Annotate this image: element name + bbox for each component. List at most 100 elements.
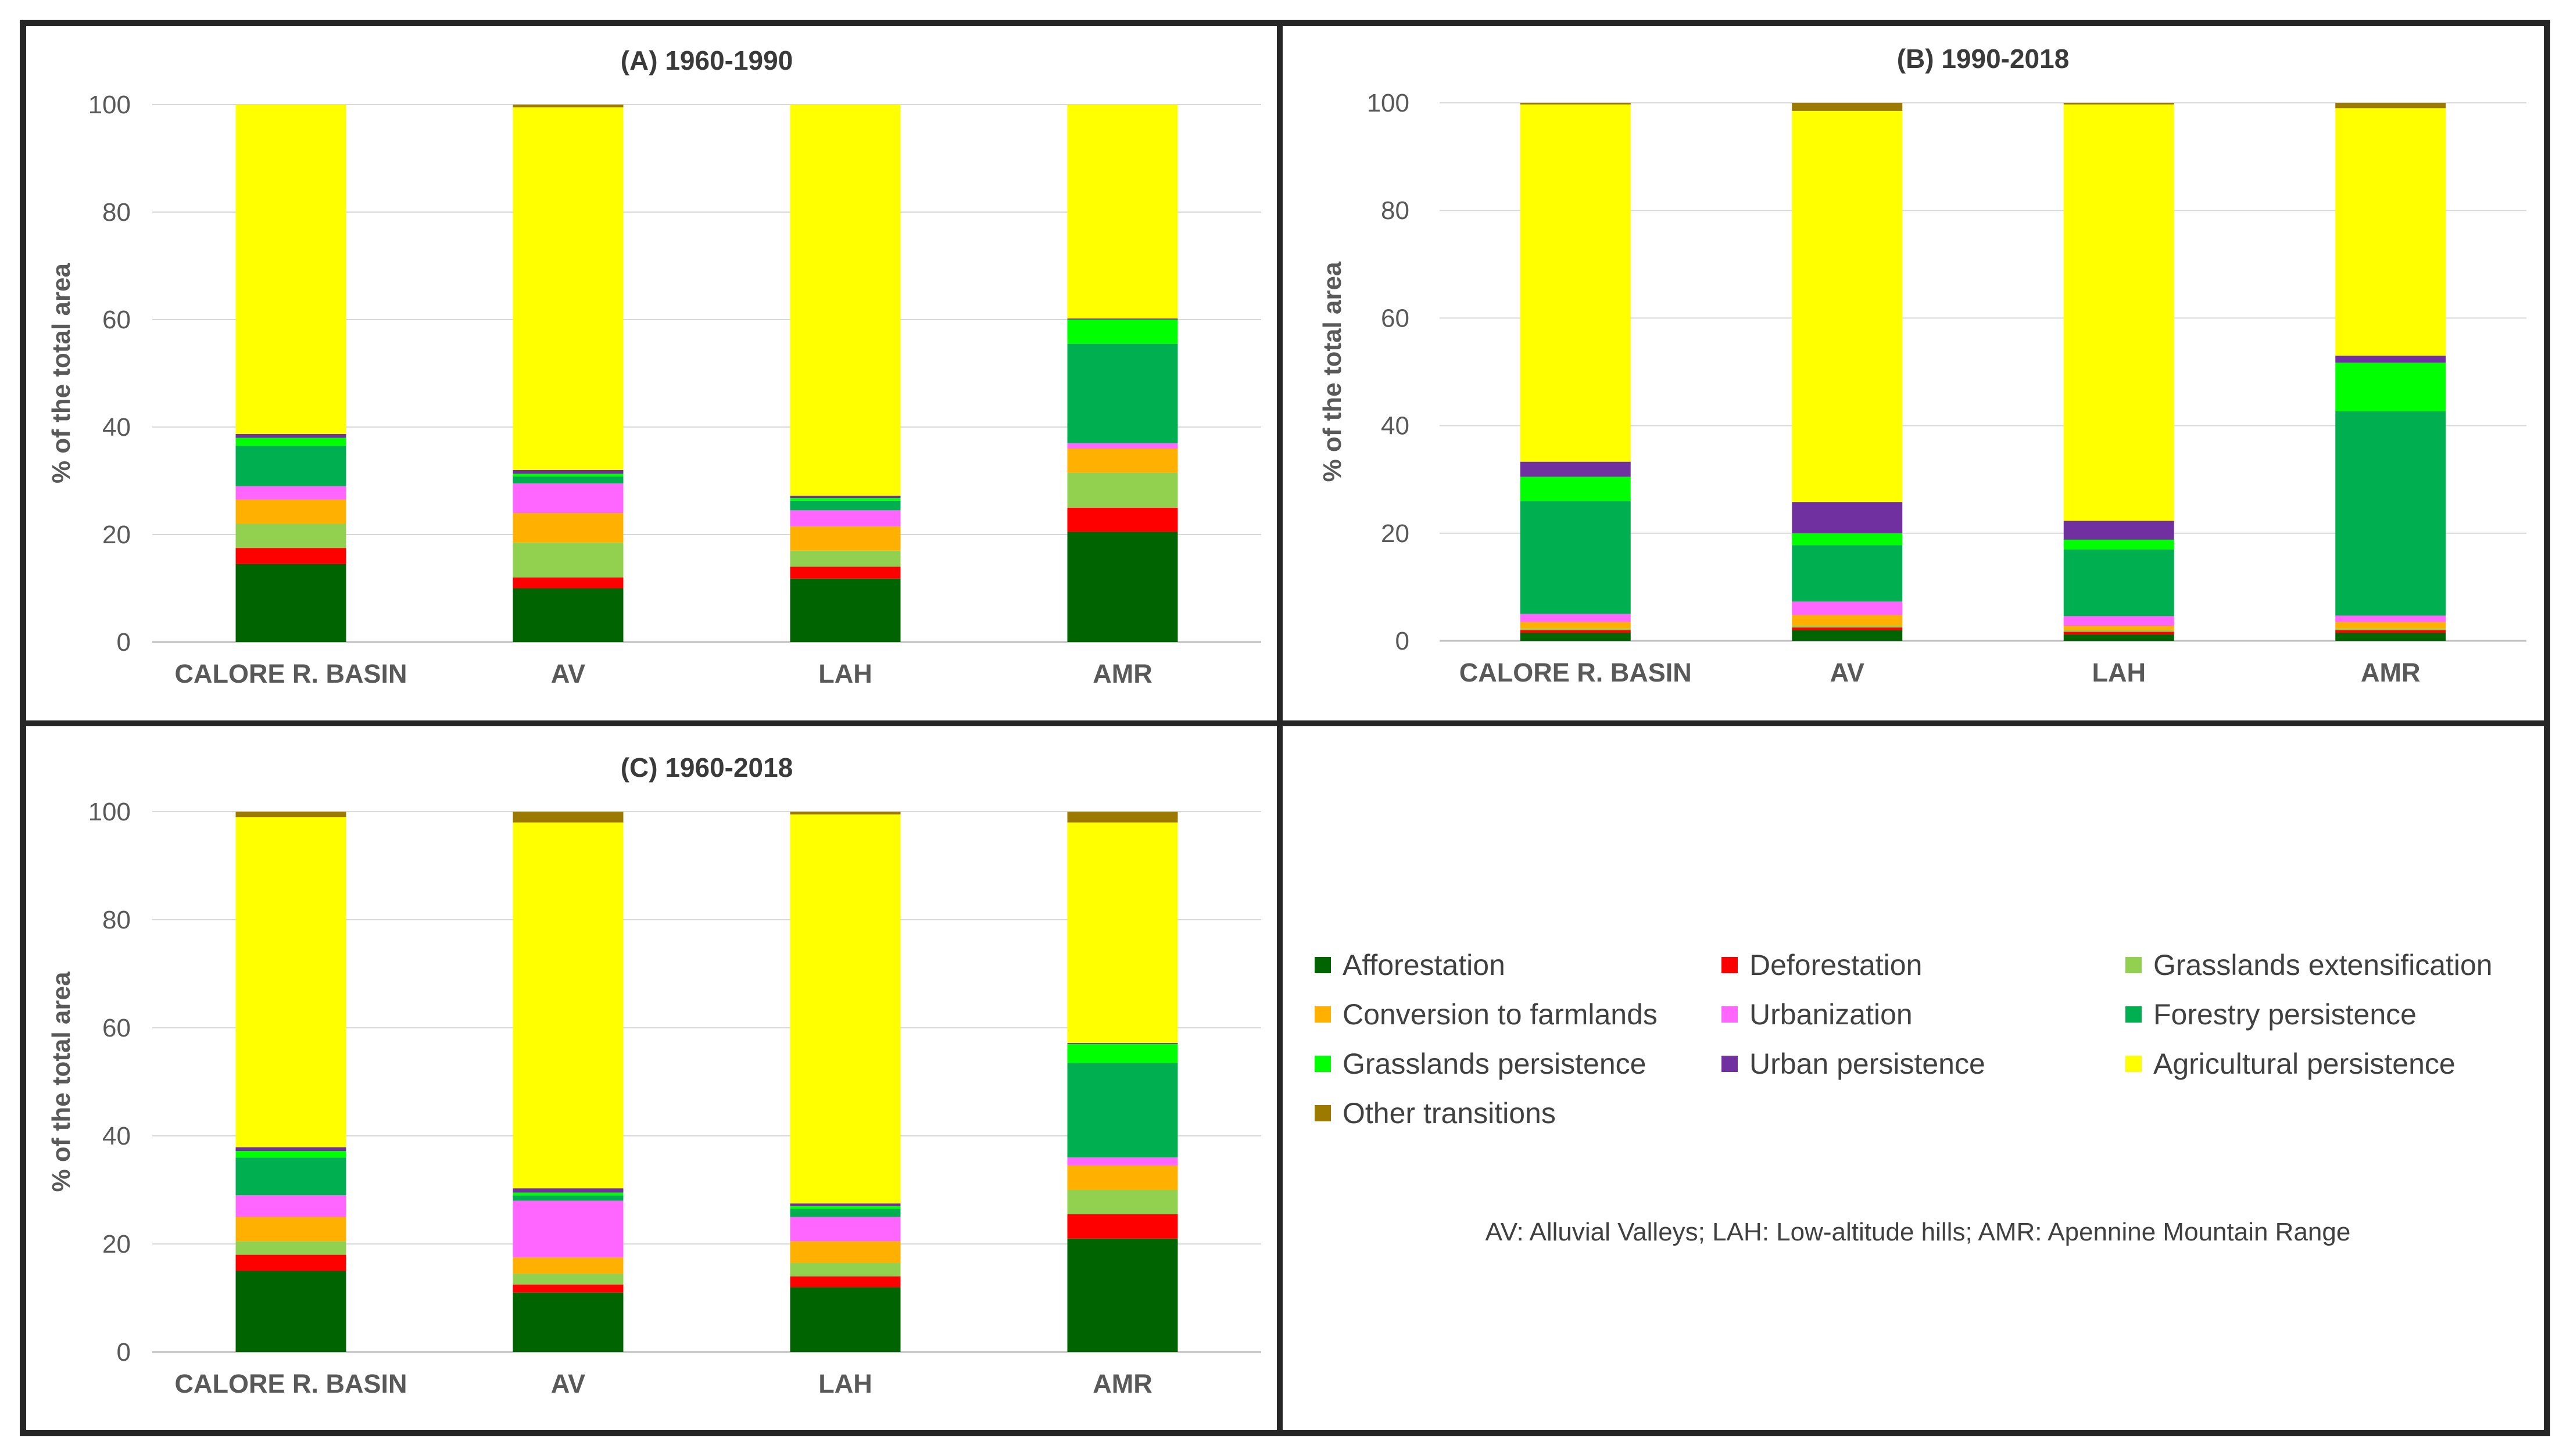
y-tick-label: 0 <box>1395 627 1409 655</box>
bar-segment-deforestation <box>1520 630 1631 633</box>
legend-label: Afforestation <box>1343 949 1505 981</box>
bar-segment-afforestation <box>1067 1238 1178 1352</box>
bar-segment-afforestation <box>513 588 624 642</box>
bar-segment-forestry-persistence <box>790 1208 901 1217</box>
bar-segment-forestry-persistence <box>1792 545 1903 602</box>
bar-segment-deforestation <box>1792 627 1903 630</box>
chart-title: (C) 1960-2018 <box>621 752 793 783</box>
y-tick-label: 0 <box>117 1338 131 1367</box>
legend-swatch <box>1721 957 1738 973</box>
legend-swatch <box>2125 1056 2142 1072</box>
bar-segment-grasslands-extensification <box>235 1241 346 1255</box>
y-axis-label: % of the total area <box>1318 261 1347 482</box>
x-tick-label: CALORE R. BASIN <box>1459 658 1692 687</box>
bar-segment-other-transitions <box>2335 103 2446 109</box>
bar-segment-grasslands-extensification <box>513 542 624 578</box>
legend-label: Other transitions <box>1343 1097 1556 1129</box>
y-tick-label: 80 <box>102 906 131 934</box>
bar-segment-forestry-persistence <box>1067 343 1178 443</box>
bar-segment-urban-persistence <box>1520 461 1631 477</box>
bar-segment-forestry-persistence <box>235 446 346 486</box>
x-tick-label: CALORE R. BASIN <box>174 1369 407 1398</box>
bar-segment-urbanization <box>513 1200 624 1258</box>
bar-segment-deforestation <box>790 1276 901 1288</box>
bar-segment-agricultural-persistence <box>513 822 624 1189</box>
bar-segment-urbanization <box>1520 614 1631 622</box>
bar-segment-conversion-to-farmlands <box>235 499 346 524</box>
y-tick-label: 0 <box>117 628 131 657</box>
y-tick-label: 80 <box>102 198 131 227</box>
bar-segment-urbanization <box>790 510 901 527</box>
bar-segment-conversion-to-farmlands <box>790 1241 901 1263</box>
legend-item-conversion-to-farmlands: Conversion to farmlands <box>1315 998 1658 1031</box>
bar-segment-afforestation <box>235 1271 346 1352</box>
bar-segment-grasslands-extensification <box>2335 628 2446 630</box>
bar-segment-urbanization <box>1067 443 1178 449</box>
legend-label: Grasslands persistence <box>1343 1048 1646 1080</box>
bar-segment-other-transitions <box>2063 103 2174 105</box>
panel-divider-horizontal <box>20 720 2550 726</box>
y-tick-label: 40 <box>102 1122 131 1150</box>
figure-frame <box>20 20 2550 1436</box>
bar-segment-urban-persistence <box>790 496 901 499</box>
bar-segment-agricultural-persistence <box>235 817 346 1147</box>
bar-segment-urban-persistence <box>1067 1043 1178 1044</box>
bar-segment-agricultural-persistence <box>790 814 901 1204</box>
bar-segment-deforestation <box>235 1254 346 1271</box>
bar-segment-urbanization <box>235 1195 346 1217</box>
bar-segment-grasslands-persistence <box>1520 476 1631 501</box>
legend-item-afforestation: Afforestation <box>1315 948 1505 982</box>
bar-segment-afforestation <box>790 1287 901 1352</box>
abbreviation-note: AV: Alluvial Valleys; LAH: Low-altitude … <box>1485 1218 2351 1246</box>
legend-swatch <box>2125 1006 2142 1023</box>
y-tick-label: 60 <box>102 1014 131 1042</box>
bar-segment-conversion-to-farmlands <box>790 526 901 551</box>
bar-segment-deforestation <box>2063 632 2174 634</box>
bar-segment-urbanization <box>790 1217 901 1242</box>
bar-segment-other-transitions <box>513 105 624 107</box>
bar-segment-grasslands-extensification <box>513 1274 624 1285</box>
bar-segment-other-transitions <box>1520 103 1631 105</box>
chart-title: (B) 1990-2018 <box>1897 44 2070 74</box>
bar-segment-grasslands-extensification <box>1792 626 1903 627</box>
x-tick-label: AV <box>1830 658 1864 687</box>
bar-segment-agricultural-persistence <box>235 105 346 435</box>
legend-item-grasslands-extensification: Grasslands extensification <box>2125 948 2493 982</box>
bar-segment-conversion-to-farmlands <box>1067 449 1178 473</box>
bar-segment-grasslands-persistence <box>1792 533 1903 546</box>
x-tick-label: AV <box>551 659 585 688</box>
bar-segment-afforestation <box>235 564 346 642</box>
chart-title: (A) 1960-1990 <box>621 45 793 76</box>
legend-label: Agricultural persistence <box>2153 1048 2456 1080</box>
bar-segment-conversion-to-farmlands <box>235 1217 346 1242</box>
bar-segment-urban-persistence <box>2335 356 2446 363</box>
y-tick-label: 60 <box>102 306 131 334</box>
y-tick-label: 100 <box>1367 89 1409 117</box>
bar-segment-grasslands-persistence <box>235 437 346 446</box>
bar-segment-conversion-to-farmlands <box>1067 1165 1178 1190</box>
bar-segment-agricultural-persistence <box>513 107 624 470</box>
y-tick-label: 40 <box>102 413 131 442</box>
bar-segment-grasslands-persistence <box>513 474 624 477</box>
bar-segment-conversion-to-farmlands <box>2335 622 2446 629</box>
bar-segment-grasslands-extensification <box>2063 630 2174 632</box>
bar-segment-agricultural-persistence <box>1792 110 1903 503</box>
legend-label: Conversion to farmlands <box>1343 998 1658 1031</box>
bar-segment-other-transitions <box>235 812 346 817</box>
bar-segment-urbanization <box>235 486 346 500</box>
bar-segment-grasslands-extensification <box>790 550 901 567</box>
bar-segment-afforestation <box>790 578 901 642</box>
bar-segment-grasslands-persistence <box>2063 539 2174 550</box>
chart-panel-c: 0 20 40 60 80 100 CALORE R. BASIN AV LAH AMR (C) 1… <box>47 752 1261 1398</box>
bar-segment-conversion-to-farmlands <box>1792 615 1903 626</box>
bar-segment-other-transitions <box>790 812 901 815</box>
bar-segment-urban-persistence <box>2063 521 2174 540</box>
bar-segment-afforestation <box>1792 630 1903 641</box>
bar-segment-afforestation <box>2063 634 2174 641</box>
bar-segment-forestry-persistence <box>513 1195 624 1201</box>
bar-segment-grasslands-extensification <box>235 523 346 548</box>
bar-segment-urban-persistence <box>513 1188 624 1193</box>
chart-panel-b: 0 20 40 60 80 100 CALORE R. BASIN AV LAH AMR (B) 1… <box>1318 44 2526 687</box>
bar-segment-forestry-persistence <box>790 500 901 511</box>
bar-segment-grasslands-persistence <box>790 1206 901 1209</box>
